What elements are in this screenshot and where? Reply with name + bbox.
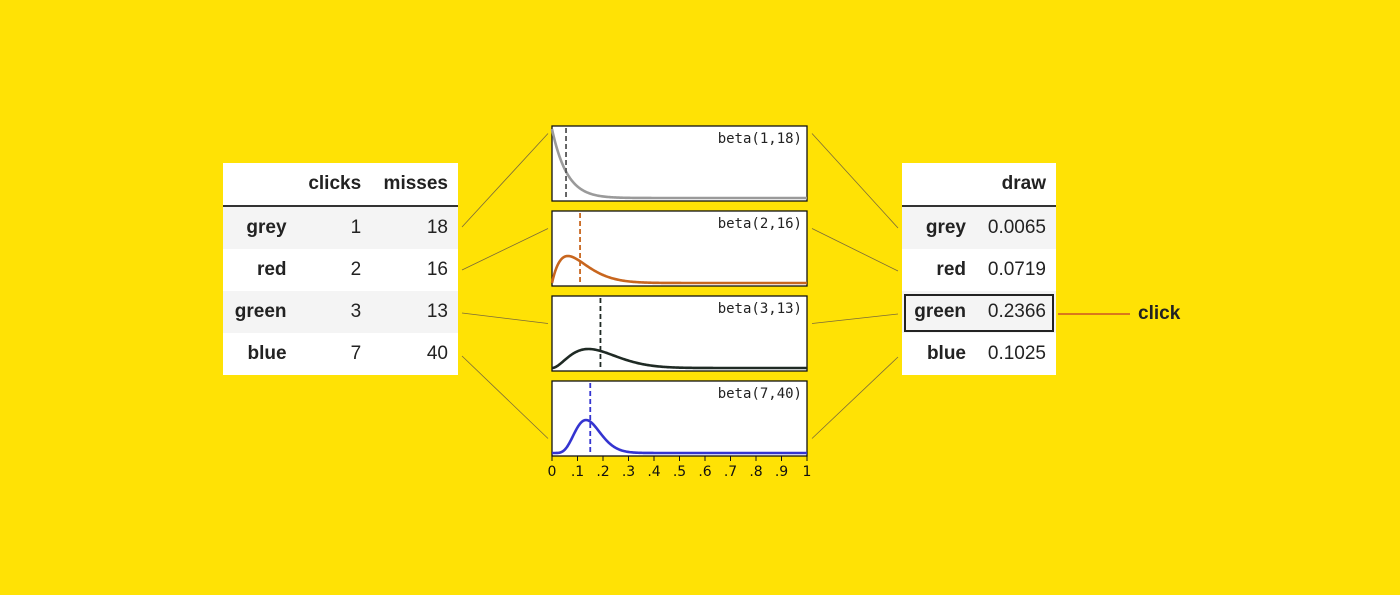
- x-tick-label: .8: [749, 464, 762, 480]
- misses-cell: 16: [426, 259, 448, 280]
- x-tick-label: .5: [673, 464, 686, 480]
- clicks-cell: 7: [350, 343, 362, 364]
- beta-panel: beta(3,13): [551, 295, 808, 372]
- draw-cell: 0.0065: [966, 206, 1056, 249]
- right-table-header: draw: [902, 163, 1056, 207]
- row-label: red: [256, 259, 287, 280]
- clicks-column-header: clicks: [286, 163, 362, 207]
- pdf-curve: [550, 254, 808, 285]
- x-tick-label: .3: [622, 464, 635, 480]
- x-axis: 0 .1 .2 .3 .4 .5 .6 .7 .8 .9 1: [548, 456, 812, 480]
- panel-frame: [551, 125, 808, 202]
- pdf-curve: [550, 128, 808, 200]
- table-row: grey 1 18: [223, 206, 458, 249]
- draw-cell: 0.1025: [987, 343, 1046, 364]
- row-label: blue: [247, 343, 287, 364]
- row-label: red: [936, 259, 966, 280]
- x-tick-label: .6: [698, 464, 711, 480]
- x-tick-label: .4: [647, 464, 660, 480]
- table-row: red 2 16: [223, 249, 458, 291]
- draw-table: draw grey 0.0065 red 0.0719 green 0.2366…: [902, 163, 1056, 375]
- misses-cell: 18: [361, 206, 458, 249]
- x-tick-label: 1: [803, 464, 812, 480]
- connector-line: [461, 312, 549, 324]
- beta-pdf-panels: beta(1,18) beta(2,16) beta(3,13) beta(7,40): [550, 125, 808, 457]
- x-tick-label: 0: [548, 464, 557, 480]
- table-row: green 0.2366: [902, 291, 1056, 333]
- beta-panel: beta(2,16): [550, 210, 808, 287]
- panel-label: beta(1,18): [718, 131, 802, 147]
- outcome-label: click: [1138, 303, 1181, 324]
- pdf-curve: [551, 418, 808, 455]
- x-tick-label: .9: [775, 464, 788, 480]
- connector-lines: [461, 133, 1130, 439]
- panel-frame: [551, 380, 808, 457]
- table-row: green 3 13: [223, 291, 458, 333]
- x-tick-label: .1: [571, 464, 584, 480]
- beta-panel: beta(7,40): [551, 380, 808, 457]
- panel-label: beta(3,13): [718, 301, 802, 317]
- connector-line: [811, 356, 899, 439]
- panel-frame: [551, 295, 808, 372]
- panel-label: beta(2,16): [718, 216, 802, 232]
- connector-line: [461, 228, 549, 271]
- connector-line: [461, 355, 549, 439]
- misses-column-header: misses: [361, 163, 458, 207]
- draw-cell: 0.2366: [966, 291, 1056, 333]
- clicks-cell: 1: [286, 206, 362, 249]
- table-row: blue 7 40: [223, 333, 458, 375]
- right-table-corner: [902, 163, 966, 207]
- misses-cell: 13: [361, 291, 458, 333]
- table-row: blue 0.1025: [902, 333, 1056, 375]
- x-tick-label: .7: [724, 464, 737, 480]
- connector-line: [811, 133, 899, 229]
- row-label: grey: [223, 206, 287, 249]
- pdf-curve: [551, 347, 808, 370]
- clicks-misses-table: clicks misses grey 1 18 red 2 16 green 3…: [223, 163, 458, 375]
- table-row: red 0.0719: [902, 249, 1056, 291]
- connector-line: [811, 228, 899, 272]
- row-label: blue: [926, 343, 966, 364]
- connector-line: [461, 133, 549, 228]
- row-label: green: [223, 291, 287, 333]
- panel-label: beta(7,40): [718, 386, 802, 402]
- beta-panel: beta(1,18): [550, 125, 808, 202]
- left-table-corner: [223, 163, 287, 207]
- row-label: grey: [902, 206, 966, 249]
- clicks-cell: 2: [350, 259, 362, 280]
- clicks-cell: 3: [286, 291, 362, 333]
- row-label: green: [902, 291, 966, 333]
- panel-frame: [551, 210, 808, 287]
- misses-cell: 40: [426, 343, 448, 364]
- left-table-header: clicks misses: [223, 163, 458, 207]
- table-row: grey 0.0065: [902, 206, 1056, 249]
- x-tick-label: .2: [596, 464, 609, 480]
- draw-column-header: draw: [966, 163, 1056, 207]
- draw-cell: 0.0719: [987, 259, 1046, 280]
- connector-line: [811, 313, 899, 324]
